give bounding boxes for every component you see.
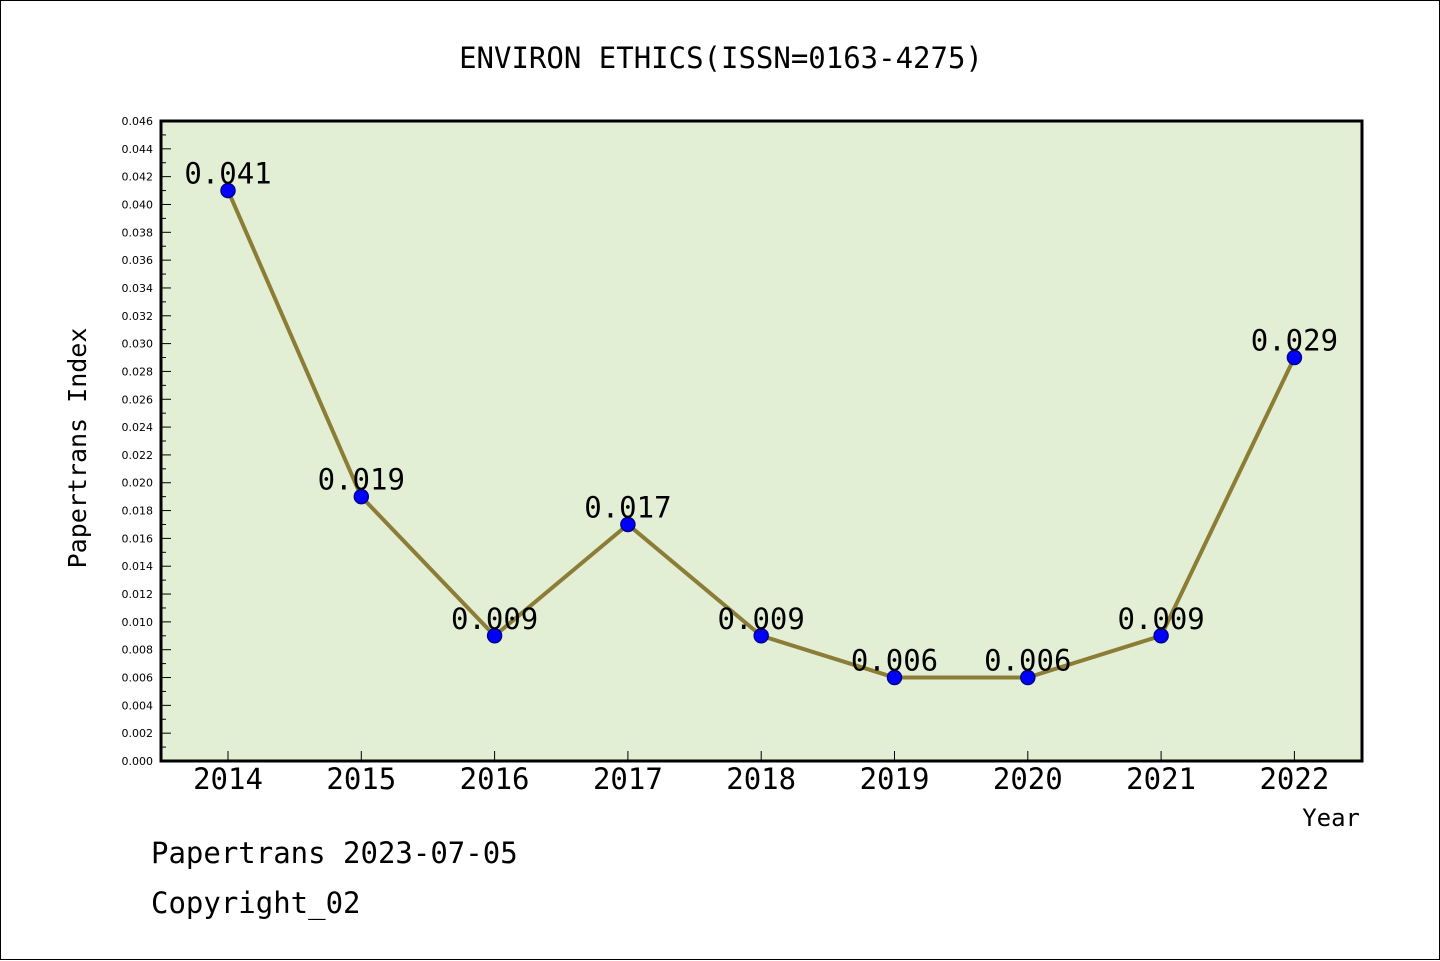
data-label: 0.009 (1117, 602, 1204, 636)
y-tick-label: 0.038 (122, 226, 154, 239)
y-tick-label: 0.016 (122, 532, 154, 545)
y-tick-label: 0.004 (122, 699, 154, 712)
data-point-marker (1286, 349, 1303, 366)
footer-date-text: Papertrans 2023-07-05 (151, 836, 518, 870)
y-tick-label: 0.000 (122, 755, 154, 768)
x-axis-label: Year (1302, 804, 1360, 832)
data-point-marker (620, 516, 636, 533)
data-point-marker (753, 628, 769, 644)
data-label: 0.019 (318, 463, 405, 497)
y-axis-label: Papertrans Index (63, 328, 92, 569)
x-tick-label: 2018 (726, 762, 796, 796)
y-tick-label: 0.022 (122, 449, 154, 462)
x-tick-label: 2020 (993, 762, 1063, 796)
data-point-marker (886, 669, 903, 686)
y-tick-label: 0.040 (122, 198, 154, 211)
data-point-marker (353, 488, 370, 505)
y-tick-label: 0.032 (122, 310, 154, 323)
y-tick-label: 0.028 (122, 365, 154, 378)
data-label: 0.006 (851, 644, 938, 678)
x-tick-label: 2014 (193, 762, 263, 796)
x-tick-label: 2016 (460, 762, 530, 796)
y-tick-label: 0.036 (122, 254, 154, 267)
footer-copyright-text: Copyright_02 (151, 886, 361, 920)
y-tick-label: 0.046 (122, 115, 154, 128)
y-tick-label: 0.020 (122, 477, 154, 490)
x-tick-label: 2022 (1259, 762, 1329, 796)
data-label: 0.017 (584, 490, 671, 524)
y-tick-label: 0.034 (122, 282, 154, 295)
y-tick-label: 0.012 (122, 588, 154, 601)
plot-area (159, 119, 1364, 763)
data-point-marker (1153, 628, 1169, 644)
y-tick-label: 0.008 (122, 644, 154, 657)
chart-title: ENVIRON ETHICS(ISSN=0163-4275) (459, 41, 983, 75)
data-label: 0.009 (451, 602, 538, 636)
x-tick-label: 2015 (326, 762, 396, 796)
data-point-marker (486, 628, 503, 644)
y-tick-label: 0.042 (122, 171, 154, 184)
data-label: 0.009 (718, 602, 805, 636)
y-tick-label: 0.010 (122, 616, 154, 629)
y-tick-label: 0.014 (122, 560, 154, 573)
data-label: 0.041 (184, 157, 271, 191)
y-tick-label: 0.006 (122, 672, 154, 685)
x-tick-label: 2017 (593, 762, 663, 796)
y-tick-label: 0.018 (122, 505, 154, 518)
x-tick-label: 2021 (1126, 762, 1196, 796)
y-tick-label: 0.002 (122, 727, 154, 740)
data-point-marker (220, 182, 236, 199)
y-tick-label: 0.024 (122, 421, 154, 434)
data-point-marker (1020, 669, 1036, 686)
y-tick-label: 0.030 (122, 338, 154, 351)
y-tick-label: 0.044 (122, 143, 154, 156)
data-label: 0.029 (1251, 324, 1338, 358)
y-tick-label: 0.026 (122, 393, 154, 406)
data-label: 0.006 (984, 644, 1071, 678)
x-tick-label: 2019 (860, 762, 930, 796)
